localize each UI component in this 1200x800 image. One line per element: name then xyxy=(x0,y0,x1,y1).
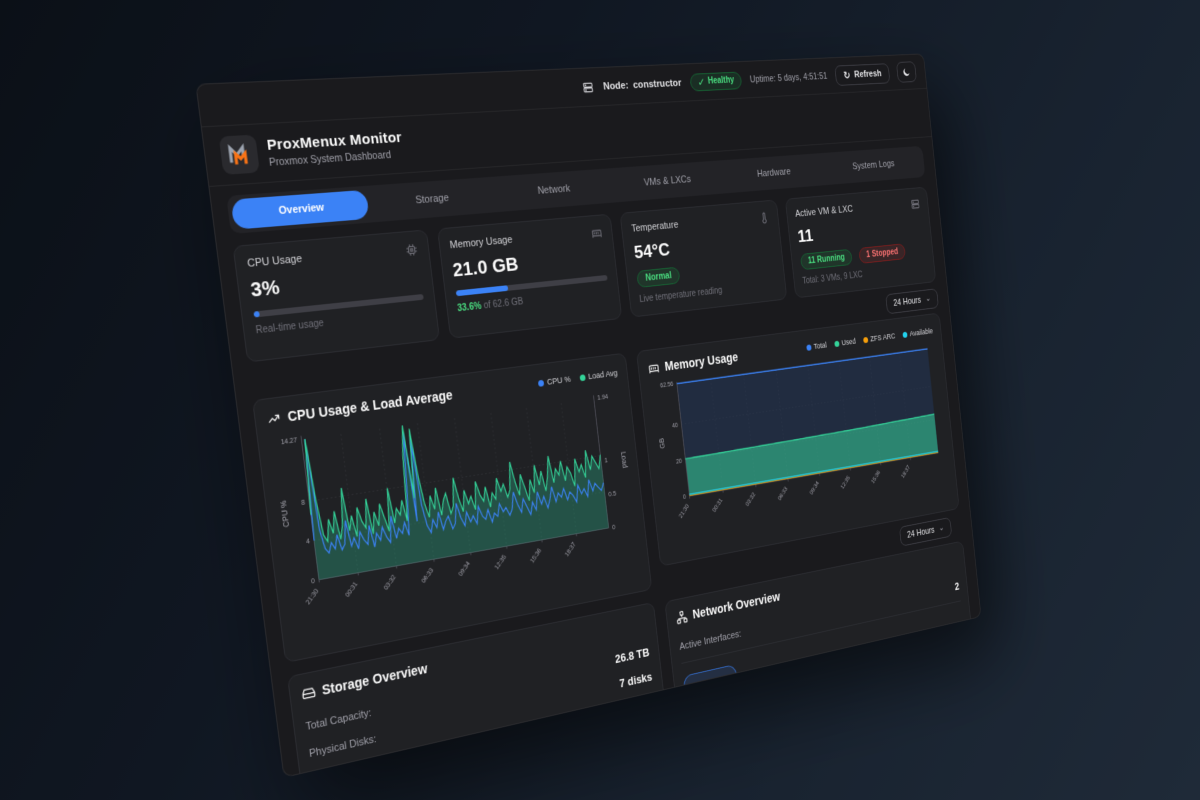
tab-overview[interactable]: Overview xyxy=(230,189,370,230)
svg-text:0: 0 xyxy=(683,494,687,501)
node-value: constructor xyxy=(632,77,682,91)
theme-toggle-button[interactable] xyxy=(896,61,917,83)
legend-dot xyxy=(579,373,586,381)
chevron-down-icon: ⌄ xyxy=(938,523,945,534)
chevron-down-icon: ⌄ xyxy=(925,294,932,304)
svg-text:1: 1 xyxy=(604,458,608,465)
thermometer-icon xyxy=(758,211,769,224)
svg-text:20: 20 xyxy=(676,458,683,465)
svg-text:06:33: 06:33 xyxy=(777,486,789,502)
cpu-usage-card: CPU Usage 3% Real-time usage xyxy=(232,229,440,363)
dashboard-window: Node: constructor ✓ Healthy Uptime: 5 da… xyxy=(195,53,982,778)
cpu-load-chart: 21:30 00:31 03:32 06:33 09:34 12:35 15:36 18:37… xyxy=(279,383,629,606)
svg-text:0: 0 xyxy=(311,578,316,586)
legend-item-zfs-arc: ZFS ARC xyxy=(862,332,896,345)
server-icon xyxy=(582,80,594,93)
trending-up-icon xyxy=(266,410,282,427)
svg-text:15:36: 15:36 xyxy=(871,470,882,485)
network-icon xyxy=(675,609,688,624)
cpu-chip-icon xyxy=(404,243,418,257)
active-vm-lxc-card: Active VM & LXC 11 11 Running 1 Stopped … xyxy=(784,186,937,299)
tab-vms-lxcs[interactable]: VMs & LXCs xyxy=(643,174,692,189)
node-label: Node: xyxy=(602,79,630,92)
server-rack-icon xyxy=(910,198,920,210)
legend-item-total: Total xyxy=(805,341,827,352)
svg-text:09:34: 09:34 xyxy=(458,560,472,577)
network-label: Active Interfaces: xyxy=(678,628,742,653)
vm-running-badge: 11 Running xyxy=(799,248,853,271)
svg-text:CPU %: CPU % xyxy=(279,499,291,528)
svg-text:Load: Load xyxy=(620,451,629,469)
node-name: Node: constructor xyxy=(603,77,682,91)
network-value: 2 xyxy=(954,580,960,593)
legend-dot xyxy=(902,331,908,338)
proxmenux-logo xyxy=(218,134,260,175)
check-circle-icon: ✓ xyxy=(696,75,706,89)
svg-text:62.56: 62.56 xyxy=(660,381,674,389)
svg-text:18:37: 18:37 xyxy=(564,541,577,558)
memory-chart: 21:30 00:31 03:32 06:33 09:34 12:35 15:36 18:37… xyxy=(658,340,948,520)
refresh-button[interactable]: ↻ Refresh xyxy=(834,62,891,86)
svg-text:21:30: 21:30 xyxy=(678,503,690,519)
hard-drive-icon xyxy=(301,684,317,701)
memory-stick-icon xyxy=(591,226,603,240)
app-header: ProxMenux Monitor Proxmox System Dashboa… xyxy=(201,88,932,187)
legend-item-available: Available xyxy=(902,327,933,339)
vm-stopped-badge: 1 Stopped xyxy=(858,243,907,264)
time-range-dropdown-top[interactable]: 24 Hours ⌄ xyxy=(885,288,939,315)
uptime-text: Uptime: 5 days, 4:51:51 xyxy=(749,70,828,85)
legend-item-used: Used xyxy=(833,337,856,348)
memory-chart-card: Memory Usage Total Used ZFS ARC Available 2… xyxy=(636,312,960,567)
svg-text:GB: GB xyxy=(658,437,666,449)
tab-storage[interactable]: Storage xyxy=(414,192,450,207)
tab-hardware[interactable]: Hardware xyxy=(756,166,792,180)
svg-text:03:32: 03:32 xyxy=(745,492,757,508)
tab-network[interactable]: Network xyxy=(537,183,571,197)
legend-dot xyxy=(833,340,840,347)
time-range-dropdown-bottom[interactable]: 24 Hours ⌄ xyxy=(899,517,953,547)
legend-dot xyxy=(537,379,545,387)
dashboard-tilted-wrapper: Node: constructor ✓ Healthy Uptime: 5 da… xyxy=(195,53,982,778)
svg-text:8: 8 xyxy=(301,499,306,506)
svg-text:0.5: 0.5 xyxy=(608,490,616,498)
svg-text:0: 0 xyxy=(612,524,616,531)
temperature-status-badge: Normal xyxy=(636,266,681,288)
moon-icon xyxy=(902,66,912,77)
cpu-load-chart-card: CPU Usage & Load Average CPU % Load Avg 2… xyxy=(252,352,653,663)
storage-label: Physical Disks: xyxy=(308,733,377,760)
legend-item-load-avg: Load Avg xyxy=(579,368,618,382)
legend-dot xyxy=(862,336,869,343)
legend-dot xyxy=(805,343,812,351)
header-titles: ProxMenux Monitor Proxmox System Dashboa… xyxy=(266,129,404,168)
storage-value: 26.8 TB xyxy=(614,646,650,666)
svg-text:00:31: 00:31 xyxy=(344,581,359,599)
interface-pill[interactable] xyxy=(682,663,738,697)
memory-stick-icon xyxy=(647,360,660,375)
memory-usage-card: Memory Usage 21.0 GB 33.6% of 62.6 GB xyxy=(436,213,623,339)
legend-item-cpu-: CPU % xyxy=(537,374,571,387)
svg-text:18:37: 18:37 xyxy=(901,464,912,479)
svg-text:1.94: 1.94 xyxy=(597,394,608,402)
svg-text:21:30: 21:30 xyxy=(305,588,320,606)
right-column: Memory Usage Total Used ZFS ARC Available 2… xyxy=(636,312,974,711)
svg-text:00:31: 00:31 xyxy=(712,497,724,513)
health-status-badge: ✓ Healthy xyxy=(689,71,743,92)
main-columns: CPU Usage & Load Average CPU % Load Avg 2… xyxy=(252,312,974,778)
tab-system-logs[interactable]: System Logs xyxy=(851,158,896,172)
svg-text:12:35: 12:35 xyxy=(840,475,851,490)
left-column: CPU Usage & Load Average CPU % Load Avg 2… xyxy=(252,352,665,778)
temperature-card: Temperature 54°C Normal Live temperature… xyxy=(619,199,787,318)
storage-value: 7 disks xyxy=(618,670,653,691)
svg-text:40: 40 xyxy=(672,422,679,429)
svg-text:4: 4 xyxy=(306,539,311,547)
svg-text:14.27: 14.27 xyxy=(280,437,297,446)
svg-text:12:35: 12:35 xyxy=(494,554,508,571)
svg-text:03:32: 03:32 xyxy=(383,574,398,592)
refresh-icon: ↻ xyxy=(842,68,851,81)
svg-text:15:36: 15:36 xyxy=(529,547,542,564)
svg-text:09:34: 09:34 xyxy=(809,480,820,496)
svg-text:06:33: 06:33 xyxy=(421,567,435,585)
